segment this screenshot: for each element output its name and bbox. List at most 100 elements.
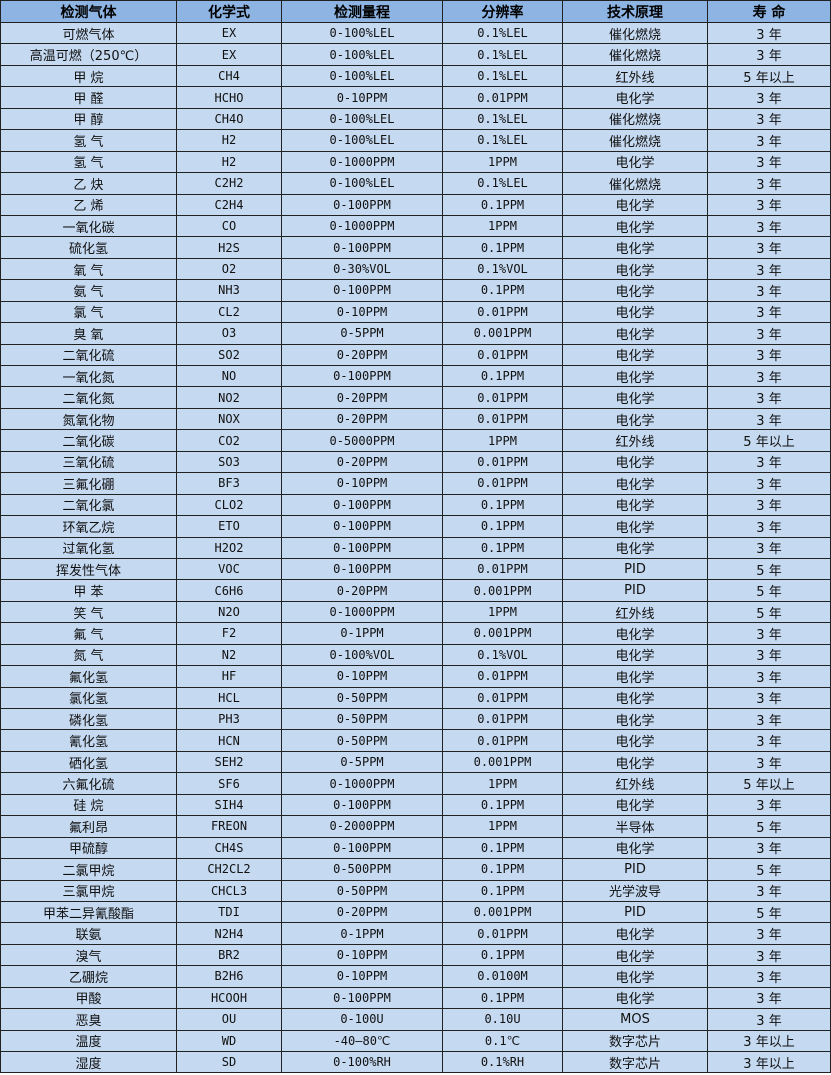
- cell-principle: 电化学: [562, 364, 708, 388]
- cell-range: 0-1000PPM: [281, 214, 443, 238]
- table-row: 环氧乙烷 ETO 0-100PPM 0.1PPM 电化学 3 年: [0, 515, 831, 538]
- cell-lifespan: 3 年: [707, 707, 831, 731]
- cell-resolution: 0.1PPM: [442, 879, 563, 902]
- cell-principle: PID: [562, 900, 708, 924]
- cell-principle: 电化学: [562, 343, 708, 367]
- cell-formula: BF3: [176, 472, 282, 495]
- cell-range: 0-2000PPM: [281, 815, 443, 838]
- table-row: 二氧化氮 NO2 0-20PPM 0.01PPM 电化学 3 年: [0, 386, 831, 409]
- table-row: 氧 气 O2 0-30%VOL 0.1%VOL 电化学 3 年: [0, 257, 831, 281]
- cell-lifespan: 3 年: [707, 879, 831, 902]
- cell-range: 0-50PPM: [281, 686, 443, 710]
- cell-gas: 甲硫醇: [0, 836, 177, 860]
- cell-formula: N2O: [176, 600, 282, 624]
- cell-lifespan: 5 年: [707, 815, 831, 838]
- cell-resolution: 0.01PPM: [442, 472, 563, 495]
- cell-lifespan: 5 年: [707, 900, 831, 924]
- cell-range: 0-100PPM: [281, 793, 443, 817]
- cell-range: 0-5000PPM: [281, 429, 443, 452]
- cell-resolution: 0.01PPM: [442, 922, 563, 945]
- cell-formula: EX: [176, 43, 282, 66]
- table-row: 温度 WD -40—80℃ 0.1℃ 数字芯片 3 年以上: [0, 1029, 831, 1053]
- cell-gas: 氟 气: [0, 622, 177, 645]
- cell-lifespan: 3 年: [707, 729, 831, 752]
- cell-resolution: 0.1PPM: [442, 793, 563, 817]
- header-range: 检测量程: [281, 0, 443, 23]
- cell-formula: C2H2: [176, 172, 282, 195]
- table-row: 氰化氢 HCN 0-50PPM 0.01PPM 电化学 3 年: [0, 729, 831, 752]
- cell-range: 0-100%LEL: [281, 21, 443, 45]
- cell-principle: 电化学: [562, 686, 708, 710]
- cell-lifespan: 3 年: [707, 986, 831, 1010]
- cell-formula: HF: [176, 665, 282, 688]
- cell-range: 0-1000PPM: [281, 772, 443, 795]
- cell-lifespan: 3 年: [707, 515, 831, 538]
- cell-range: 0-20PPM: [281, 386, 443, 409]
- cell-resolution: 0.01PPM: [442, 300, 563, 324]
- cell-range: 0-20PPM: [281, 450, 443, 474]
- cell-resolution: 0.01PPM: [442, 407, 563, 431]
- cell-range: 0-100%RH: [281, 1050, 443, 1074]
- cell-range: 0-1PPM: [281, 922, 443, 945]
- cell-principle: PID: [562, 579, 708, 602]
- cell-resolution: 1PPM: [442, 150, 563, 174]
- cell-principle: 催化燃烧: [562, 172, 708, 195]
- cell-resolution: 0.01PPM: [442, 343, 563, 367]
- cell-principle: 电化学: [562, 965, 708, 988]
- cell-range: 0-100PPM: [281, 536, 443, 559]
- table-row: 甲酸 HCOOH 0-100PPM 0.1PPM 电化学 3 年: [0, 986, 831, 1010]
- cell-range: 0-10PPM: [281, 943, 443, 967]
- cell-principle: 电化学: [562, 150, 708, 174]
- cell-principle: 数字芯片: [562, 1029, 708, 1053]
- cell-lifespan: 3 年: [707, 536, 831, 559]
- cell-principle: 红外线: [562, 600, 708, 624]
- table-row: 氨 气 NH3 0-100PPM 0.1PPM 电化学 3 年: [0, 279, 831, 302]
- table-row: 湿度 SD 0-100%RH 0.1%RH 数字芯片 3 年以上: [0, 1050, 831, 1074]
- cell-lifespan: 5 年以上: [707, 429, 831, 452]
- cell-lifespan: 3 年: [707, 665, 831, 688]
- cell-formula: TDI: [176, 900, 282, 924]
- cell-range: 0-10PPM: [281, 965, 443, 988]
- cell-range: 0-100PPM: [281, 515, 443, 538]
- cell-principle: PID: [562, 557, 708, 581]
- cell-gas: 笑 气: [0, 600, 177, 624]
- cell-lifespan: 5 年: [707, 858, 831, 881]
- cell-principle: 光学波导: [562, 879, 708, 902]
- table-row: 联氨 N2H4 0-1PPM 0.01PPM 电化学 3 年: [0, 922, 831, 945]
- cell-principle: 半导体: [562, 815, 708, 838]
- header-row: 检测气体 化学式 检测量程 分辨率 技术原理 寿 命: [0, 0, 831, 23]
- cell-formula: ETO: [176, 515, 282, 538]
- cell-resolution: 0.1%LEL: [442, 21, 563, 45]
- cell-formula: SO3: [176, 450, 282, 474]
- cell-principle: 电化学: [562, 279, 708, 302]
- cell-lifespan: 3 年以上: [707, 1050, 831, 1074]
- table-row: 氟化氢 HF 0-10PPM 0.01PPM 电化学 3 年: [0, 665, 831, 688]
- cell-gas: 甲酸: [0, 986, 177, 1010]
- cell-principle: 电化学: [562, 729, 708, 752]
- cell-range: 0-100PPM: [281, 193, 443, 216]
- cell-lifespan: 3 年: [707, 214, 831, 238]
- cell-formula: H2: [176, 129, 282, 152]
- cell-resolution: 0.01PPM: [442, 86, 563, 109]
- cell-lifespan: 5 年: [707, 557, 831, 581]
- cell-formula: CH4O: [176, 107, 282, 131]
- cell-principle: 催化燃烧: [562, 43, 708, 66]
- cell-principle: 催化燃烧: [562, 129, 708, 152]
- cell-formula: SO2: [176, 343, 282, 367]
- table-row: 二氯甲烷 CH2CL2 0-500PPM 0.1PPM PID 5 年: [0, 858, 831, 881]
- cell-gas: 乙 烯: [0, 193, 177, 216]
- cell-formula: N2: [176, 643, 282, 667]
- cell-principle: 电化学: [562, 643, 708, 667]
- cell-formula: OU: [176, 1008, 282, 1031]
- cell-resolution: 1PPM: [442, 600, 563, 624]
- cell-resolution: 0.1PPM: [442, 364, 563, 388]
- cell-range: 0-10PPM: [281, 665, 443, 688]
- table-row: 臭 氧 O3 0-5PPM 0.001PPM 电化学 3 年: [0, 322, 831, 345]
- cell-range: 0-100%LEL: [281, 64, 443, 88]
- cell-formula: F2: [176, 622, 282, 645]
- table-row: 笑 气 N2O 0-1000PPM 1PPM 红外线 5 年: [0, 600, 831, 624]
- cell-principle: 电化学: [562, 536, 708, 559]
- cell-gas: 二氧化氮: [0, 386, 177, 409]
- cell-gas: 硫化氢: [0, 236, 177, 259]
- cell-principle: 电化学: [562, 986, 708, 1010]
